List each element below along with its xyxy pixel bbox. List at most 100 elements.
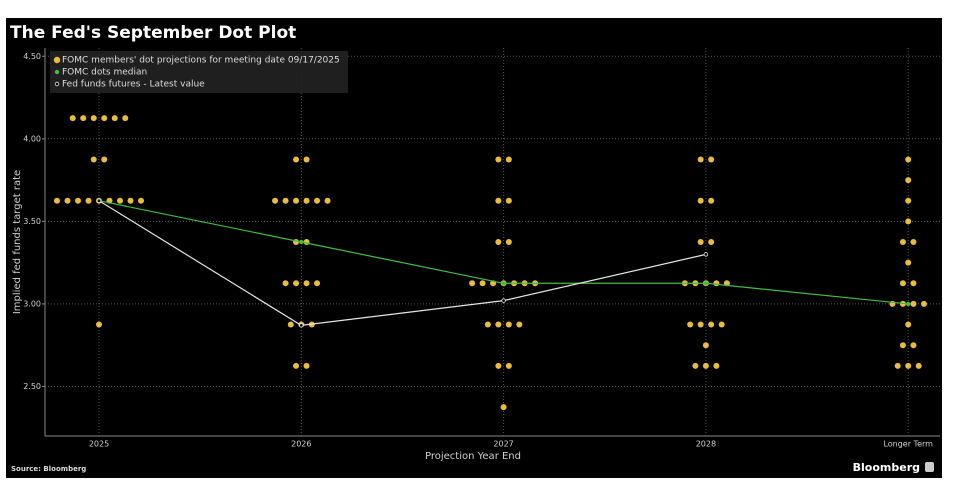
y-tick-label: 3.00 [23,299,41,308]
x-tick-label: 2026 [291,440,311,449]
dot [54,197,60,204]
dot [894,362,901,369]
dot [282,197,289,204]
dot [899,342,906,349]
legend-marker [53,56,61,64]
series-point [906,301,911,307]
legend-box [50,51,348,93]
dot [505,156,512,163]
dot [272,197,279,204]
series-point [703,281,709,286]
dot [117,197,123,204]
dot [702,362,709,369]
dot [905,321,912,328]
dot [708,239,715,245]
series-point [299,239,304,245]
dot [495,156,502,163]
dot [101,156,108,163]
dot [718,321,725,328]
dot [708,197,715,204]
dot [708,321,715,328]
dot [127,197,134,204]
x-tick-label: Longer Term [883,440,933,449]
legend-label: FOMC members' dot projections for meetin… [62,56,340,66]
series-point [501,298,506,303]
dot [303,156,310,163]
y-tick-label: 4.00 [23,134,41,143]
x-tick-label: 2025 [89,440,109,449]
dot [111,115,118,122]
dot [687,321,694,328]
dot [293,156,300,163]
dot [899,280,906,287]
dot [910,300,917,307]
dot [282,280,289,287]
y-tick-label: 2.50 [23,382,41,391]
dot [469,280,476,287]
dot [905,156,912,163]
dot [314,280,321,287]
dot [697,239,704,245]
dot [303,362,310,369]
dot [899,239,906,245]
series-point [299,323,304,328]
y-tick-label: 4.50 [23,52,41,61]
dot [495,362,502,369]
dot [495,197,502,204]
dot [713,362,720,369]
dot [69,115,76,122]
brand: Bloomberg [853,461,920,474]
dot [905,218,912,225]
y-axis-label: Implied fed funds target rate [12,170,23,314]
legend: FOMC members' dot projections for meetin… [50,51,348,93]
dot [293,197,300,204]
y-tick-label: 3.50 [23,217,41,226]
dot [516,321,523,328]
x-axis-label: Projection Year End [425,451,521,462]
series-point [501,281,506,286]
dot [905,177,912,184]
dot [484,321,491,328]
series-line [98,200,707,327]
dot [702,342,709,349]
dot [479,280,486,287]
dot [500,404,507,411]
dot [915,362,922,369]
source: Source: Bloomberg [11,465,86,473]
x-tick-label: 2027 [493,440,513,449]
legend-label: Fed funds futures - Latest value [62,80,205,90]
dot [905,259,912,266]
dot [80,115,87,122]
dot [75,197,81,204]
background [6,18,942,478]
dot [697,321,704,328]
dot [64,197,71,204]
legend-marker [54,81,60,87]
dot [293,280,300,287]
dot [920,300,927,307]
dot [692,362,699,369]
dot [90,115,97,122]
dot [96,321,102,328]
dot [910,239,917,245]
dot [90,156,97,163]
chart-title: The Fed's September Dot Plot [10,23,296,43]
dot [303,280,310,287]
dot [495,321,502,328]
dot [505,239,512,245]
dot [697,156,704,163]
series-point [96,198,102,203]
x-tick-label: 2028 [696,440,716,449]
series-point [703,252,709,257]
dot [905,362,912,369]
dot [85,197,92,204]
dot [905,197,912,204]
dot [314,197,321,204]
dot [505,321,512,328]
dot [910,280,917,287]
legend-label: FOMC dots median [62,68,147,78]
dot [293,362,300,369]
brand-icon [925,462,934,472]
legend-marker [54,69,60,75]
